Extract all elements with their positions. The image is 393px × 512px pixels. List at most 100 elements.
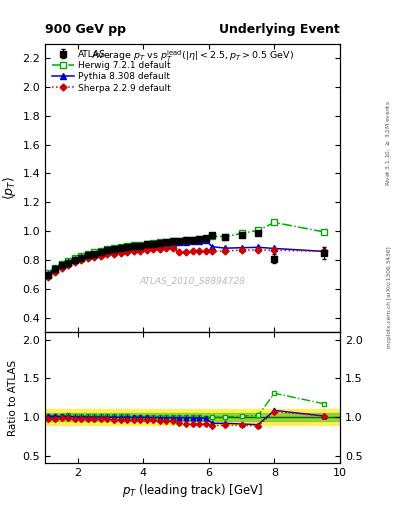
Pythia 8.308 default bbox=[66, 259, 70, 265]
Pythia 8.308 default bbox=[177, 239, 182, 245]
Y-axis label: Ratio to ATLAS: Ratio to ATLAS bbox=[8, 360, 18, 436]
Herwig 7.2.1 default bbox=[197, 237, 202, 243]
X-axis label: $p_T$ (leading track) [GeV]: $p_T$ (leading track) [GeV] bbox=[122, 482, 263, 499]
Sherpa 2.2.9 default bbox=[131, 248, 136, 254]
Herwig 7.2.1 default bbox=[210, 233, 215, 239]
Herwig 7.2.1 default bbox=[164, 239, 169, 245]
Pythia 8.308 default bbox=[256, 244, 261, 250]
Text: Average $p_T$ vs $p_T^{\rm lead}(|\eta| < 2.5, p_T > 0.5$ GeV): Average $p_T$ vs $p_T^{\rm lead}(|\eta| … bbox=[91, 49, 294, 65]
Herwig 7.2.1 default bbox=[46, 270, 51, 276]
Pythia 8.308 default bbox=[72, 257, 77, 263]
Herwig 7.2.1 default bbox=[53, 264, 57, 270]
Sherpa 2.2.9 default bbox=[164, 245, 169, 251]
Sherpa 2.2.9 default bbox=[85, 255, 90, 261]
Pythia 8.308 default bbox=[239, 245, 244, 251]
Pythia 8.308 default bbox=[112, 247, 116, 253]
Sherpa 2.2.9 default bbox=[256, 247, 261, 253]
Pythia 8.308 default bbox=[272, 245, 277, 251]
Pythia 8.308 default bbox=[79, 254, 84, 260]
Herwig 7.2.1 default bbox=[203, 236, 208, 242]
Sherpa 2.2.9 default bbox=[79, 257, 84, 263]
Herwig 7.2.1 default bbox=[223, 233, 228, 240]
Bar bbox=[45, 409, 340, 425]
Herwig 7.2.1 default bbox=[105, 246, 110, 252]
Herwig 7.2.1 default bbox=[177, 238, 182, 244]
Herwig 7.2.1 default bbox=[190, 237, 195, 243]
Herwig 7.2.1 default bbox=[138, 242, 143, 248]
Herwig 7.2.1 default bbox=[171, 238, 175, 244]
Sherpa 2.2.9 default bbox=[144, 247, 149, 253]
Sherpa 2.2.9 default bbox=[46, 274, 51, 281]
Sherpa 2.2.9 default bbox=[321, 248, 326, 254]
Pythia 8.308 default bbox=[105, 247, 110, 253]
Sherpa 2.2.9 default bbox=[177, 249, 182, 255]
Herwig 7.2.1 default bbox=[256, 227, 261, 233]
Herwig 7.2.1 default bbox=[272, 220, 277, 226]
Sherpa 2.2.9 default bbox=[99, 252, 103, 259]
Sherpa 2.2.9 default bbox=[210, 248, 215, 254]
Pythia 8.308 default bbox=[125, 245, 129, 251]
Herwig 7.2.1 default bbox=[59, 261, 64, 267]
Pythia 8.308 default bbox=[53, 265, 57, 271]
Herwig 7.2.1 default bbox=[99, 247, 103, 253]
Sherpa 2.2.9 default bbox=[171, 245, 175, 251]
Herwig 7.2.1 default bbox=[66, 258, 70, 264]
Bar bbox=[45, 413, 340, 421]
Pythia 8.308 default bbox=[190, 238, 195, 244]
Pythia 8.308 default bbox=[164, 240, 169, 246]
Sherpa 2.2.9 default bbox=[138, 247, 143, 253]
Pythia 8.308 default bbox=[99, 249, 103, 255]
Pythia 8.308 default bbox=[131, 244, 136, 250]
Sherpa 2.2.9 default bbox=[66, 262, 70, 268]
Pythia 8.308 default bbox=[144, 242, 149, 248]
Sherpa 2.2.9 default bbox=[158, 246, 162, 252]
Sherpa 2.2.9 default bbox=[203, 248, 208, 254]
Pythia 8.308 default bbox=[118, 246, 123, 252]
Sherpa 2.2.9 default bbox=[239, 247, 244, 253]
Legend: ATLAS, Herwig 7.2.1 default, Pythia 8.308 default, Sherpa 2.2.9 default: ATLAS, Herwig 7.2.1 default, Pythia 8.30… bbox=[49, 47, 173, 95]
Sherpa 2.2.9 default bbox=[190, 248, 195, 254]
Herwig 7.2.1 default bbox=[158, 239, 162, 245]
Sherpa 2.2.9 default bbox=[197, 248, 202, 254]
Pythia 8.308 default bbox=[184, 239, 188, 245]
Line: Herwig 7.2.1 default: Herwig 7.2.1 default bbox=[46, 220, 326, 276]
Pythia 8.308 default bbox=[158, 241, 162, 247]
Pythia 8.308 default bbox=[223, 245, 228, 251]
Line: Pythia 8.308 default: Pythia 8.308 default bbox=[46, 238, 326, 276]
Pythia 8.308 default bbox=[59, 262, 64, 268]
Sherpa 2.2.9 default bbox=[272, 247, 277, 253]
Herwig 7.2.1 default bbox=[79, 252, 84, 259]
Herwig 7.2.1 default bbox=[151, 240, 156, 246]
Line: Sherpa 2.2.9 default: Sherpa 2.2.9 default bbox=[46, 246, 326, 280]
Sherpa 2.2.9 default bbox=[105, 251, 110, 258]
Text: Rivet 3.1.10, $\geq$ 3.2M events: Rivet 3.1.10, $\geq$ 3.2M events bbox=[385, 100, 392, 186]
Herwig 7.2.1 default bbox=[184, 237, 188, 243]
Text: ATLAS_2010_S8894728: ATLAS_2010_S8894728 bbox=[140, 275, 246, 285]
Herwig 7.2.1 default bbox=[118, 244, 123, 250]
Sherpa 2.2.9 default bbox=[118, 249, 123, 255]
Herwig 7.2.1 default bbox=[239, 230, 244, 237]
Sherpa 2.2.9 default bbox=[53, 268, 57, 274]
Herwig 7.2.1 default bbox=[112, 245, 116, 251]
Sherpa 2.2.9 default bbox=[184, 248, 188, 254]
Pythia 8.308 default bbox=[138, 243, 143, 249]
Herwig 7.2.1 default bbox=[321, 229, 326, 235]
Pythia 8.308 default bbox=[210, 244, 215, 250]
Pythia 8.308 default bbox=[46, 271, 51, 277]
Herwig 7.2.1 default bbox=[92, 249, 97, 255]
Text: 900 GeV pp: 900 GeV pp bbox=[45, 23, 126, 36]
Text: Underlying Event: Underlying Event bbox=[219, 23, 340, 36]
Herwig 7.2.1 default bbox=[144, 241, 149, 247]
Y-axis label: $\langle p_T \rangle$: $\langle p_T \rangle$ bbox=[1, 176, 18, 200]
Sherpa 2.2.9 default bbox=[125, 249, 129, 255]
Pythia 8.308 default bbox=[92, 250, 97, 257]
Sherpa 2.2.9 default bbox=[112, 250, 116, 257]
Herwig 7.2.1 default bbox=[72, 255, 77, 261]
Pythia 8.308 default bbox=[171, 240, 175, 246]
Sherpa 2.2.9 default bbox=[151, 246, 156, 252]
Herwig 7.2.1 default bbox=[131, 242, 136, 248]
Sherpa 2.2.9 default bbox=[59, 264, 64, 270]
Sherpa 2.2.9 default bbox=[72, 259, 77, 265]
Herwig 7.2.1 default bbox=[125, 243, 129, 249]
Herwig 7.2.1 default bbox=[85, 250, 90, 257]
